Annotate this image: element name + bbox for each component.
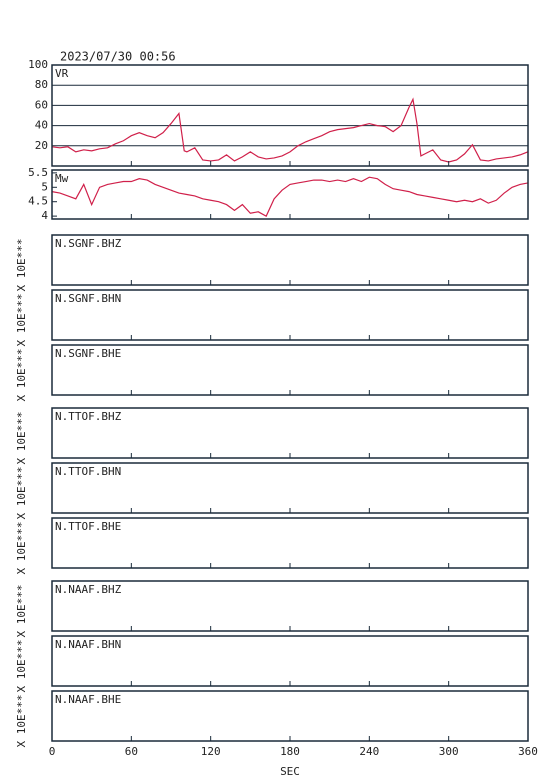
trace-frame	[51, 517, 529, 569]
y-tick-label: 80	[35, 78, 48, 91]
series-line	[51, 176, 529, 217]
y-tick-label: 4.5	[28, 195, 48, 208]
trace-label: N.NAAF.BHN	[55, 638, 121, 651]
trace-frame	[51, 344, 529, 396]
trace-frame	[51, 690, 529, 742]
trace-ylabel: X 10E***	[15, 349, 28, 402]
panel-frame	[51, 64, 529, 167]
trace-ylabel: X 10E***	[15, 585, 28, 638]
trace-label: N.NAAF.BHZ	[55, 583, 122, 596]
panel-label: VR	[55, 67, 69, 80]
x-tick-label: 60	[125, 745, 138, 758]
trace-frame	[51, 635, 529, 687]
trace-ylabel: X 10E***	[15, 294, 28, 347]
trace-ylabel: X 10E***	[15, 522, 28, 575]
trace-label: N.NAAF.BHE	[55, 693, 121, 706]
x-tick-label: 300	[439, 745, 459, 758]
trace-label: N.SGNF.BHN	[55, 292, 121, 305]
trace-ylabel: X 10E***	[15, 695, 28, 748]
x-tick-label: 180	[280, 745, 300, 758]
y-tick-label: 20	[35, 139, 48, 152]
trace-ylabel: X 10E***	[15, 239, 28, 292]
trace-ylabel: X 10E***	[15, 412, 28, 465]
trace-frame	[51, 289, 529, 341]
trace-label: N.SGNF.BHE	[55, 347, 121, 360]
timestamp: 2023/07/30 00:56	[60, 50, 176, 64]
x-tick-label: 360	[518, 745, 538, 758]
trace-label: N.TTOF.BHE	[55, 520, 121, 533]
panel-frame	[51, 169, 529, 220]
trace-ylabel: X 10E***	[15, 640, 28, 693]
y-tick-label: 5.5	[28, 166, 48, 179]
trace-frame	[51, 234, 529, 286]
x-tick-label: 240	[359, 745, 379, 758]
trace-frame	[51, 462, 529, 514]
trace-label: N.SGNF.BHZ	[55, 237, 122, 250]
y-tick-label: 60	[35, 98, 48, 111]
x-tick-label: 0	[49, 745, 56, 758]
series-line	[51, 97, 529, 163]
y-tick-label: 5	[41, 180, 48, 193]
trace-frame	[51, 407, 529, 459]
trace-ylabel: X 10E***	[15, 467, 28, 520]
panel-label: Mw	[55, 172, 69, 185]
y-tick-label: 4	[41, 209, 48, 222]
y-tick-label: 40	[35, 119, 48, 132]
trace-label: N.TTOF.BHZ	[55, 410, 122, 423]
trace-frame	[51, 580, 529, 632]
x-axis-label: SEC	[280, 765, 300, 778]
y-tick-label: 100	[28, 58, 48, 71]
trace-label: N.TTOF.BHN	[55, 465, 121, 478]
x-tick-label: 120	[201, 745, 221, 758]
